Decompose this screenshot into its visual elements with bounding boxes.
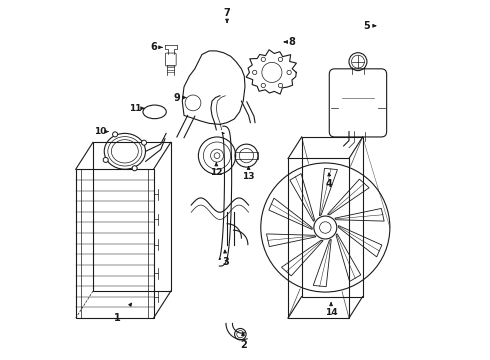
Text: 1: 1 xyxy=(114,313,121,323)
Circle shape xyxy=(132,166,137,171)
Text: 5: 5 xyxy=(364,21,370,31)
Text: 12: 12 xyxy=(210,168,222,177)
Text: 11: 11 xyxy=(129,104,142,113)
Text: 14: 14 xyxy=(325,308,338,317)
Circle shape xyxy=(314,216,337,239)
Text: 7: 7 xyxy=(224,8,230,18)
Text: 8: 8 xyxy=(288,37,295,47)
Text: 2: 2 xyxy=(240,340,246,350)
Circle shape xyxy=(113,132,118,137)
Text: 3: 3 xyxy=(222,257,229,267)
Circle shape xyxy=(142,140,147,145)
Text: 10: 10 xyxy=(94,127,106,136)
Text: 9: 9 xyxy=(173,93,180,103)
Circle shape xyxy=(103,157,108,162)
Text: 6: 6 xyxy=(150,42,157,52)
Text: 4: 4 xyxy=(326,179,333,189)
Text: 13: 13 xyxy=(243,172,255,181)
